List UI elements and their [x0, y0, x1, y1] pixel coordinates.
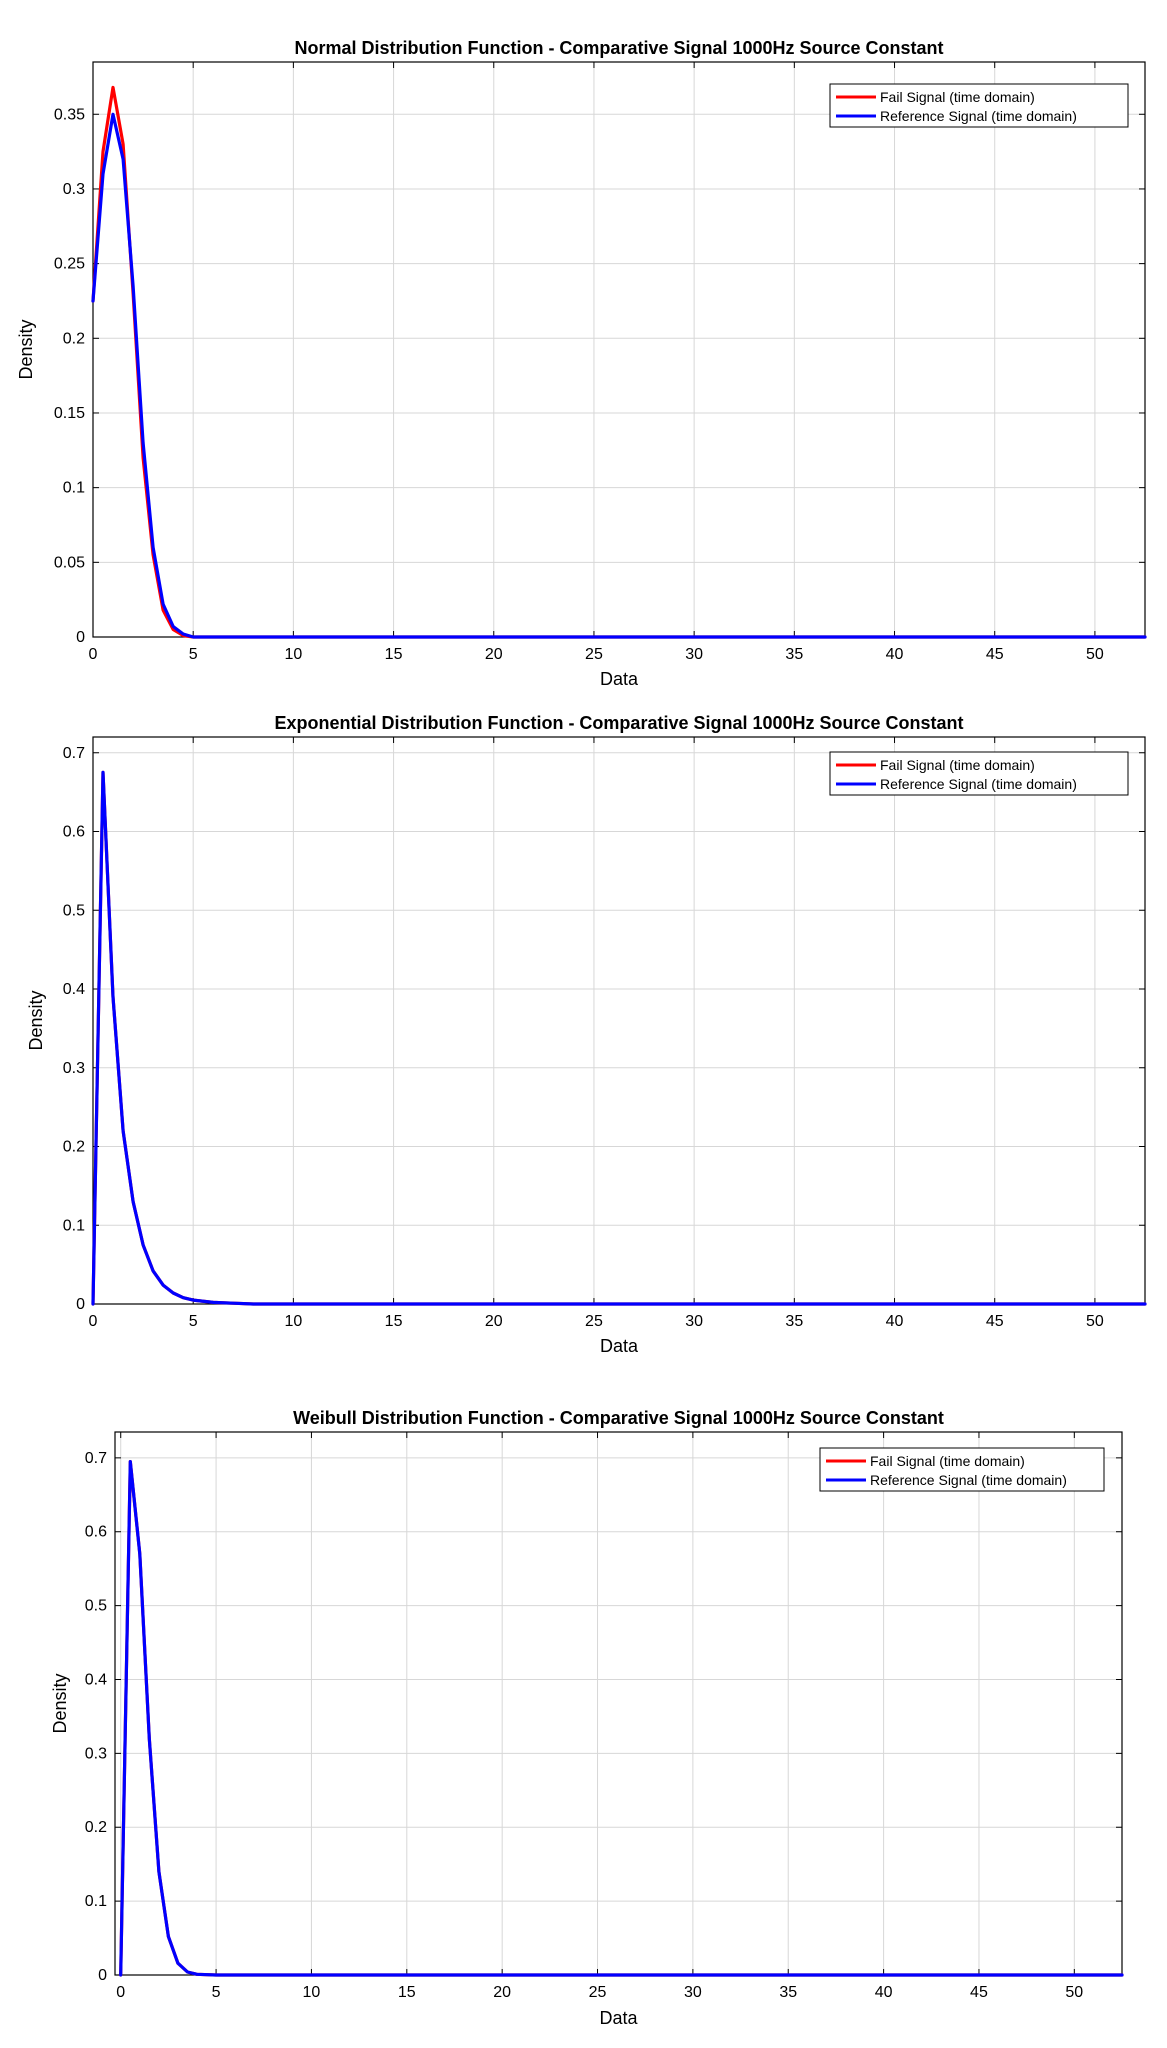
y-tick-label: 0.3: [85, 1745, 107, 1762]
x-tick-label: 0: [89, 1313, 98, 1330]
x-tick-label: 25: [589, 1984, 607, 2001]
y-tick-label: 0.6: [63, 824, 85, 841]
y-tick-label: 0.35: [54, 106, 85, 123]
x-tick-label: 40: [875, 1984, 893, 2001]
plot-frame: [92, 61, 1146, 638]
x-axis-label: Data: [600, 1336, 639, 1356]
x-tick-label: 15: [385, 646, 403, 663]
y-tick-label: 0.4: [85, 1671, 107, 1688]
series-line-reference-signal: [91, 770, 1147, 1306]
x-tick-label: 20: [493, 1984, 511, 2001]
y-tick-label: 0.1: [63, 1217, 85, 1234]
series-line-fail-signal: [91, 770, 1147, 1306]
y-tick-label: 0: [98, 1967, 107, 1984]
legend-label: Fail Signal (time domain): [880, 757, 1035, 773]
x-tick-label: 35: [779, 1984, 797, 2001]
x-tick-label: 35: [785, 1313, 803, 1330]
y-tick-label: 0.1: [63, 480, 85, 497]
x-tick-label: 15: [398, 1984, 416, 2001]
x-tick-label: 30: [685, 646, 703, 663]
x-axis-label: Data: [600, 669, 639, 689]
y-tick-label: 0.6: [85, 1524, 107, 1541]
legend-box: [829, 83, 1129, 128]
y-axis-label: Density: [26, 990, 46, 1050]
x-tick-label: 35: [785, 646, 803, 663]
x-tick-label: 0: [116, 1984, 125, 2001]
y-axis-label: Density: [16, 319, 36, 379]
legend-label: Reference Signal (time domain): [870, 1472, 1067, 1488]
x-tick-label: 15: [385, 1313, 403, 1330]
y-tick-label: 0.7: [85, 1450, 107, 1467]
x-tick-label: 30: [684, 1984, 702, 2001]
legend-label: Reference Signal (time domain): [880, 776, 1077, 792]
legend: Fail Signal (time domain) Reference Signa…: [829, 83, 1129, 128]
plot-frame: [92, 736, 1146, 1305]
x-tick-label: 5: [212, 1984, 221, 2001]
y-tick-label: 0: [76, 1296, 85, 1313]
x-tick-label: 10: [284, 1313, 302, 1330]
y-tick-label: 0.3: [63, 181, 85, 198]
series-line-fail-signal: [91, 85, 1147, 639]
chart-panel-2: 0 5 10 15 20 25 30 35 40 45 50 0 0.1 0.2 0.3 0.4 0.5 0.6 0…: [26, 713, 1147, 1356]
x-tick-label: 45: [970, 1984, 988, 2001]
chart-title: Normal Distribution Function - Comparati…: [294, 38, 943, 58]
x-tick-label: 10: [284, 646, 302, 663]
y-tick-label: 0.5: [63, 902, 85, 919]
y-tick-label: 0.1: [85, 1893, 107, 1910]
x-tick-label: 5: [189, 646, 198, 663]
series-line-reference-signal: [91, 112, 1147, 639]
y-tick-label: 0.4: [63, 981, 85, 998]
y-tick-label: 0.25: [54, 256, 85, 273]
y-tick-label: 0.2: [85, 1819, 107, 1836]
y-tick-label: 0.2: [63, 1139, 85, 1156]
y-tick-label: 0.15: [54, 405, 85, 422]
y-tick-label: 0.05: [54, 554, 85, 571]
series-line-reference-signal: [119, 1459, 1124, 1977]
legend: Fail Signal (time domain) Reference Signa…: [829, 751, 1129, 796]
x-tick-label: 25: [585, 646, 603, 663]
chart-title: Exponential Distribution Function - Comp…: [274, 713, 963, 733]
y-tick-label: 0.5: [85, 1598, 107, 1615]
x-tick-label: 0: [89, 646, 98, 663]
x-tick-label: 45: [986, 646, 1004, 663]
y-tick-label: 0.2: [63, 330, 85, 347]
x-tick-label: 20: [485, 1313, 503, 1330]
x-tick-label: 40: [886, 1313, 904, 1330]
chart-title: Weibull Distribution Function - Comparat…: [293, 1408, 944, 1428]
legend: Fail Signal (time domain) Reference Signa…: [819, 1447, 1105, 1492]
x-tick-label: 40: [886, 646, 904, 663]
y-tick-label: 0.7: [63, 745, 85, 762]
series-line-fail-signal: [119, 1459, 1124, 1977]
legend-box: [819, 1447, 1105, 1492]
y-tick-label: 0: [76, 629, 85, 646]
x-tick-label: 5: [189, 1313, 198, 1330]
chart-panel-3: 0 5 10 15 20 25 30 35 40 45 50 0 0.1 0.2 0.3 0.4 0.5 0.6 0…: [50, 1408, 1124, 2028]
legend-label: Fail Signal (time domain): [880, 89, 1035, 105]
legend-box: [829, 751, 1129, 796]
x-tick-label: 50: [1065, 1984, 1083, 2001]
legend-label: Reference Signal (time domain): [880, 108, 1077, 124]
x-tick-label: 50: [1086, 1313, 1104, 1330]
plot-frame: [114, 1431, 1123, 1976]
y-axis-label: Density: [50, 1673, 70, 1733]
x-tick-label: 25: [585, 1313, 603, 1330]
x-tick-label: 50: [1086, 646, 1104, 663]
x-tick-label: 45: [986, 1313, 1004, 1330]
x-tick-label: 30: [685, 1313, 703, 1330]
x-tick-label: 10: [303, 1984, 321, 2001]
y-tick-label: 0.3: [63, 1060, 85, 1077]
chart-panel-1: 0 5 10 15 20 25 30 35 40 45 50 0 0.05 0.1 0.15 0.2 0.25 0…: [16, 38, 1147, 689]
x-axis-label: Data: [599, 2008, 638, 2028]
legend-label: Fail Signal (time domain): [870, 1453, 1025, 1469]
x-tick-label: 20: [485, 646, 503, 663]
